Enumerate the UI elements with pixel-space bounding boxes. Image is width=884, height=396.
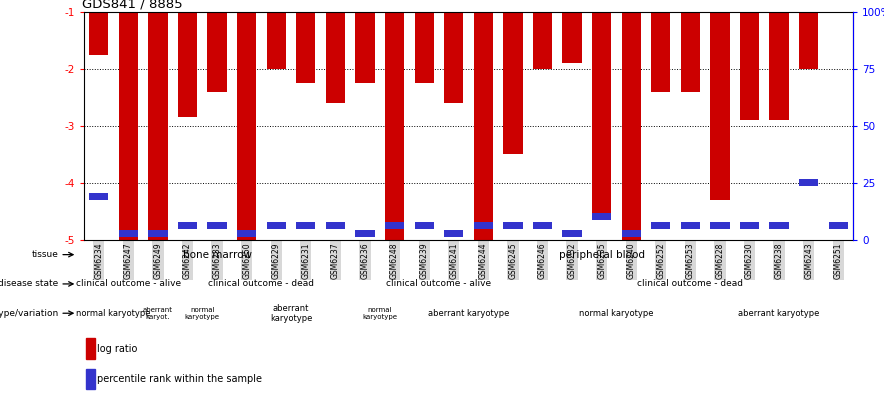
Bar xyxy=(533,222,552,229)
Bar xyxy=(621,230,641,237)
Text: peripheral blood: peripheral blood xyxy=(559,249,644,260)
Bar xyxy=(149,12,168,240)
Bar xyxy=(237,12,256,240)
Bar xyxy=(296,222,316,229)
Bar xyxy=(474,222,493,229)
Text: percentile rank within the sample: percentile rank within the sample xyxy=(96,374,262,384)
Bar xyxy=(237,230,256,237)
Bar xyxy=(208,12,226,91)
Bar xyxy=(740,12,759,120)
Text: normal karyotype: normal karyotype xyxy=(76,309,151,318)
Bar xyxy=(89,12,109,55)
Bar xyxy=(444,230,463,237)
Bar xyxy=(562,12,582,63)
Bar xyxy=(118,230,138,237)
Text: aberrant
karyotype: aberrant karyotype xyxy=(270,304,312,323)
Text: aberrant karyotype: aberrant karyotype xyxy=(428,309,509,318)
Text: disease state: disease state xyxy=(0,280,58,288)
Bar xyxy=(681,222,700,229)
Bar xyxy=(592,213,611,220)
Bar xyxy=(652,222,670,229)
Bar xyxy=(562,230,582,237)
Bar xyxy=(415,12,434,83)
Text: clinical outcome - dead: clinical outcome - dead xyxy=(209,280,315,288)
Bar xyxy=(828,222,848,229)
Bar xyxy=(799,12,819,69)
Bar xyxy=(326,12,345,103)
Bar xyxy=(474,12,493,240)
Bar xyxy=(385,12,404,240)
Bar xyxy=(652,12,670,91)
Text: genotype/variation: genotype/variation xyxy=(0,309,58,318)
Bar xyxy=(621,12,641,240)
Bar xyxy=(385,222,404,229)
Bar xyxy=(740,222,759,229)
Text: normal
karyotype: normal karyotype xyxy=(362,307,397,320)
Bar xyxy=(592,12,611,214)
Bar xyxy=(326,222,345,229)
Text: clinical outcome - alive: clinical outcome - alive xyxy=(76,280,181,288)
Bar xyxy=(86,339,95,359)
Text: normal
karyotype: normal karyotype xyxy=(185,307,220,320)
Bar xyxy=(503,222,522,229)
Bar xyxy=(118,12,138,240)
Text: aberrant
karyot.: aberrant karyot. xyxy=(143,307,173,320)
Bar xyxy=(355,12,375,83)
Bar xyxy=(769,222,789,229)
Bar xyxy=(267,222,286,229)
Bar xyxy=(415,222,434,229)
Text: clinical outcome - alive: clinical outcome - alive xyxy=(386,280,492,288)
Text: aberrant karyotype: aberrant karyotype xyxy=(738,309,819,318)
Text: normal karyotype: normal karyotype xyxy=(579,309,653,318)
Bar xyxy=(533,12,552,69)
Bar xyxy=(355,230,375,237)
Text: tissue: tissue xyxy=(32,250,58,259)
Text: clinical outcome - dead: clinical outcome - dead xyxy=(637,280,743,288)
Bar xyxy=(503,12,522,154)
Bar xyxy=(208,222,226,229)
Bar xyxy=(711,222,729,229)
Text: GDS841 / 8885: GDS841 / 8885 xyxy=(81,0,182,11)
Text: log ratio: log ratio xyxy=(96,344,137,354)
Bar xyxy=(681,12,700,91)
Bar xyxy=(769,12,789,120)
Bar xyxy=(444,12,463,103)
Bar xyxy=(178,12,197,117)
Text: bone marrow: bone marrow xyxy=(183,249,252,260)
Bar xyxy=(711,12,729,200)
Bar xyxy=(178,222,197,229)
Bar xyxy=(89,194,109,200)
Bar xyxy=(799,179,819,186)
Bar xyxy=(86,369,95,389)
Bar xyxy=(149,230,168,237)
Bar xyxy=(267,12,286,69)
Bar xyxy=(296,12,316,83)
